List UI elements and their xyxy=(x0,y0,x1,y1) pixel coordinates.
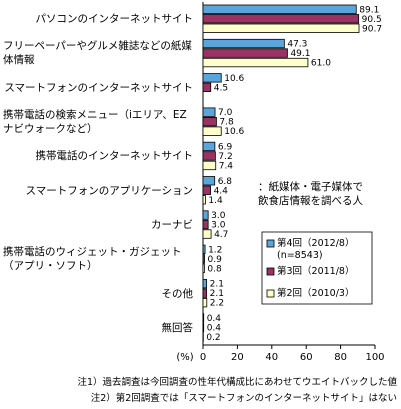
legend-label: 第2回（2010/3） xyxy=(277,288,355,299)
value-label: 7.4 xyxy=(219,161,234,171)
value-label: 90.5 xyxy=(362,15,382,25)
bar xyxy=(202,263,205,274)
bar xyxy=(202,141,216,152)
bar xyxy=(202,278,208,289)
value-label: 7.2 xyxy=(218,152,232,162)
category-text: 携帯電話の検索メニュー（iエリア、EZナビウォークなど） xyxy=(3,109,187,136)
category-label: 携帯電話のウィジェット・ガジェット（アプリ・ソフト） xyxy=(3,242,193,276)
bar xyxy=(202,117,217,127)
category-text: 無回答 xyxy=(161,321,194,334)
bar xyxy=(202,82,212,92)
value-label: 49.1 xyxy=(290,49,310,59)
bar xyxy=(202,57,309,68)
note: 注2）第2回調査では「スマートフォンのインターネットサイト」はない xyxy=(90,393,397,404)
category-label: パソコンのインターネットサイト xyxy=(36,2,194,36)
bar xyxy=(202,160,217,171)
category-text: カーナビ xyxy=(151,218,193,231)
value-label: 89.1 xyxy=(359,5,379,15)
legend-label: 第4回（2012/8） (n=8543) xyxy=(277,238,355,261)
value-label: 0.4 xyxy=(207,314,222,324)
value-label: 4.4 xyxy=(214,186,229,196)
bar xyxy=(202,254,205,264)
value-label: 61.0 xyxy=(311,59,331,69)
category-text: 携帯電話のウィジェット・ガジェット（アプリ・ソフト） xyxy=(3,246,182,273)
value-label: 10.6 xyxy=(224,74,244,84)
value-label: 90.7 xyxy=(362,24,382,34)
bar xyxy=(202,23,360,33)
value-label: 3.0 xyxy=(211,211,226,221)
legend-box xyxy=(261,231,373,305)
bar xyxy=(202,176,216,186)
category-label: スマートフォンのインターネットサイト xyxy=(4,71,193,105)
value-label: 2.1 xyxy=(210,280,224,290)
value-label: 7.8 xyxy=(219,118,234,128)
bar xyxy=(202,244,206,255)
bar xyxy=(202,219,209,230)
category-text: スマートフォンのアプリケーション xyxy=(25,184,193,197)
annotation: ：紙媒体・電子媒体で飲食店情報を調べる人 xyxy=(258,181,363,207)
bar xyxy=(202,4,357,14)
bar xyxy=(202,288,208,298)
bar xyxy=(202,48,288,58)
bar xyxy=(202,126,222,136)
bar xyxy=(202,322,205,333)
bar xyxy=(202,107,216,117)
value-label: 10.6 xyxy=(224,127,244,137)
value-label: 4.5 xyxy=(214,83,228,93)
x-axis-label: (%) xyxy=(176,352,193,363)
bar xyxy=(202,195,206,205)
category-text: 携帯電話のインターネットサイト xyxy=(35,150,194,163)
bar xyxy=(202,73,222,83)
value-label: 0.4 xyxy=(207,323,222,333)
x-tick-label: 80 xyxy=(334,352,347,363)
note: 注1）過去調査は今回調査の性年代構成比にあわせてウエイトバックした値 xyxy=(77,377,397,388)
value-label: 1.2 xyxy=(208,245,222,255)
bar xyxy=(202,14,360,24)
category-label: 携帯電話の検索メニュー（iエリア、EZナビウォークなど） xyxy=(3,105,193,139)
value-label: 6.9 xyxy=(218,142,233,152)
value-label: 6.8 xyxy=(218,177,233,187)
legend-label: 第3回（2011/8） xyxy=(277,266,355,277)
bar xyxy=(202,297,208,308)
legend-swatch xyxy=(266,267,275,276)
bar xyxy=(202,229,212,239)
value-label: 2.1 xyxy=(210,289,224,299)
bar xyxy=(202,313,205,323)
category-text: その他 xyxy=(161,287,194,300)
category-label: スマートフォンのアプリケーション xyxy=(26,174,193,208)
x-tick-label: 60 xyxy=(300,352,313,363)
category-text: パソコンのインターネットサイト xyxy=(35,13,194,26)
bar xyxy=(202,151,216,161)
bar xyxy=(202,38,285,49)
x-tick-label: 40 xyxy=(265,352,278,363)
category-label: カーナビ xyxy=(151,208,193,242)
bar xyxy=(202,210,209,220)
category-label: フリーペーパーやグルメ雑誌などの紙媒体情報 xyxy=(3,36,193,70)
value-label: 0.2 xyxy=(206,333,220,343)
value-label: 7.0 xyxy=(218,108,233,118)
category-label: 携帯電話のインターネットサイト xyxy=(36,139,194,173)
value-label: 2.2 xyxy=(210,299,224,309)
x-tick-label: 0 xyxy=(200,352,206,363)
value-label: 0.9 xyxy=(208,255,223,265)
value-label: 3.0 xyxy=(211,221,226,231)
value-label: 4.7 xyxy=(214,230,228,240)
x-tick-label: 20 xyxy=(231,352,244,363)
category-text: フリーペーパーやグルメ雑誌などの紙媒体情報 xyxy=(3,40,192,67)
x-tick-label: 100 xyxy=(365,352,384,363)
legend-swatch xyxy=(266,239,275,248)
value-label: 47.3 xyxy=(287,40,307,50)
legend-swatch xyxy=(266,289,275,298)
value-label: 1.4 xyxy=(208,196,223,206)
category-label: その他 xyxy=(162,276,194,310)
value-label: 0.8 xyxy=(207,264,222,274)
bar xyxy=(202,185,211,195)
category-label: 無回答 xyxy=(162,311,194,345)
category-text: スマートフォンのインターネットサイト xyxy=(4,81,193,94)
